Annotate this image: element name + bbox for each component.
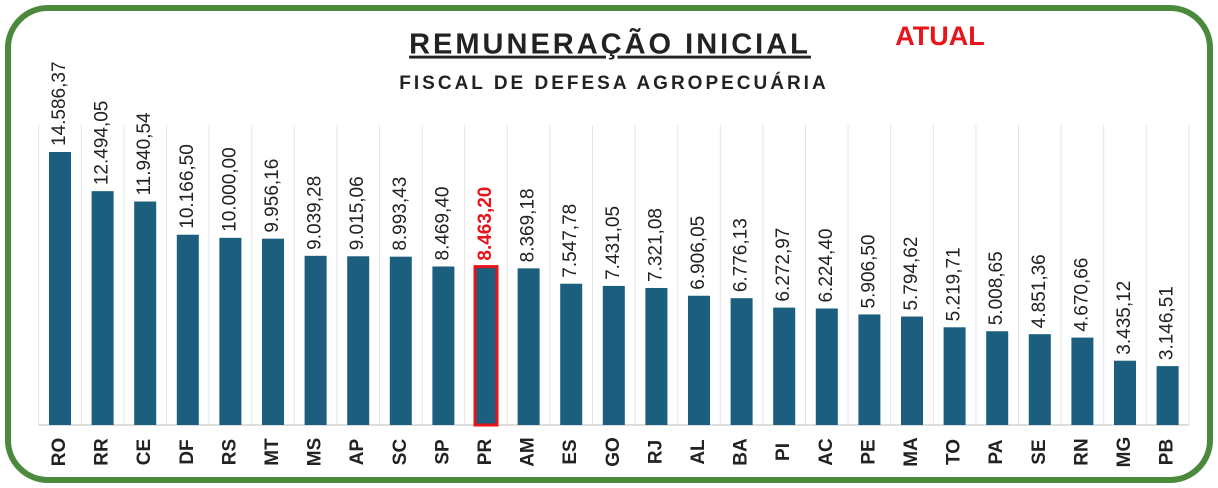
x-tick-label: RS (219, 439, 240, 465)
value-label: 7.431,05 (603, 206, 624, 280)
x-tick-label: PB (1157, 439, 1178, 465)
x-tick-label: MA (901, 437, 922, 467)
value-label: 14.586,37 (49, 61, 70, 146)
annotation: ATUAL (895, 21, 984, 51)
value-label: 6.906,05 (688, 216, 709, 290)
value-label: 5.219,71 (944, 247, 965, 321)
x-tick-label: AL (688, 439, 709, 465)
value-label: 7.547,78 (560, 204, 581, 278)
value-label: 6.776,13 (731, 218, 752, 292)
bar (432, 266, 455, 425)
bar (773, 307, 796, 425)
bar (901, 316, 923, 425)
x-tick-label: AM (518, 437, 539, 467)
bar (943, 327, 966, 425)
bar (560, 283, 583, 425)
bar (389, 256, 412, 425)
value-label: 5.906,50 (858, 234, 879, 308)
x-tick-label: GO (603, 437, 624, 467)
x-tick-label: RO (49, 438, 70, 467)
bar (91, 191, 114, 425)
bar (1156, 366, 1179, 425)
bar (347, 256, 370, 425)
value-label: 8.469,40 (432, 187, 453, 261)
x-tick-label: RR (92, 438, 113, 466)
bar (602, 285, 625, 425)
x-tick-label: AC (816, 438, 837, 466)
value-label: 11.940,54 (134, 112, 155, 196)
x-tick-label: SC (390, 439, 411, 466)
bar (815, 308, 838, 425)
x-tick-label: RN (1071, 438, 1092, 465)
x-tick-label: PA (986, 439, 1007, 464)
value-label: 6.224,40 (816, 229, 837, 303)
x-tick-label: PR (475, 439, 496, 466)
value-label: 8.369,18 (518, 188, 539, 262)
value-label: 12.494,05 (92, 101, 113, 186)
bar (134, 201, 157, 425)
x-tick-label: TO (944, 439, 965, 465)
x-tick-label: SE (1029, 439, 1050, 464)
x-tick-label: RJ (645, 440, 666, 464)
bar (688, 295, 710, 425)
bar (1071, 337, 1094, 425)
value-label: 6.272,97 (773, 228, 794, 302)
bar (858, 314, 881, 425)
bar (730, 298, 753, 425)
value-label: 9.956,16 (262, 159, 283, 233)
bar (49, 152, 71, 425)
x-tick-label: CE (134, 439, 155, 465)
bar (986, 331, 1009, 425)
value-label: 10.000,00 (219, 147, 240, 232)
value-label: 3.146,51 (1157, 286, 1178, 360)
x-tick-label: AP (347, 438, 368, 465)
value-label: 10.166,50 (177, 144, 198, 229)
value-label: 5.794,62 (901, 237, 922, 311)
value-label: 8.993,43 (390, 177, 411, 251)
x-tick-label: MS (305, 438, 326, 467)
x-tick-label: MG (1114, 437, 1135, 468)
value-label: 4.851,36 (1029, 254, 1050, 328)
value-label: 5.008,65 (986, 251, 1007, 325)
bar (645, 287, 668, 425)
x-tick-label: SP (432, 439, 453, 465)
chart-subtitle: FISCAL DE DEFESA AGROPECUÁRIA (399, 72, 828, 94)
bar (304, 255, 327, 425)
bar (176, 234, 199, 425)
bar (219, 237, 242, 425)
bar (262, 238, 284, 425)
value-label: 4.670,66 (1071, 258, 1092, 332)
x-tick-label: PE (858, 439, 879, 464)
value-label: 9.015,06 (347, 176, 368, 250)
value-label: 9.039,28 (305, 176, 326, 250)
value-label: 3.435,12 (1114, 281, 1135, 355)
x-tick-label: ES (560, 439, 581, 464)
value-label: 8.463,20 (475, 187, 496, 261)
value-label: 7.321,08 (645, 208, 666, 282)
x-tick-label: BA (731, 438, 752, 466)
x-tick-label: DF (177, 439, 198, 464)
chart-title: REMUNERAÇÃO INICIAL (409, 27, 811, 61)
bar (1028, 334, 1051, 425)
x-tick-label: PI (773, 443, 794, 461)
bar (473, 265, 499, 427)
bar (517, 268, 540, 425)
bar (1114, 360, 1136, 425)
x-tick-label: MT (262, 438, 283, 466)
